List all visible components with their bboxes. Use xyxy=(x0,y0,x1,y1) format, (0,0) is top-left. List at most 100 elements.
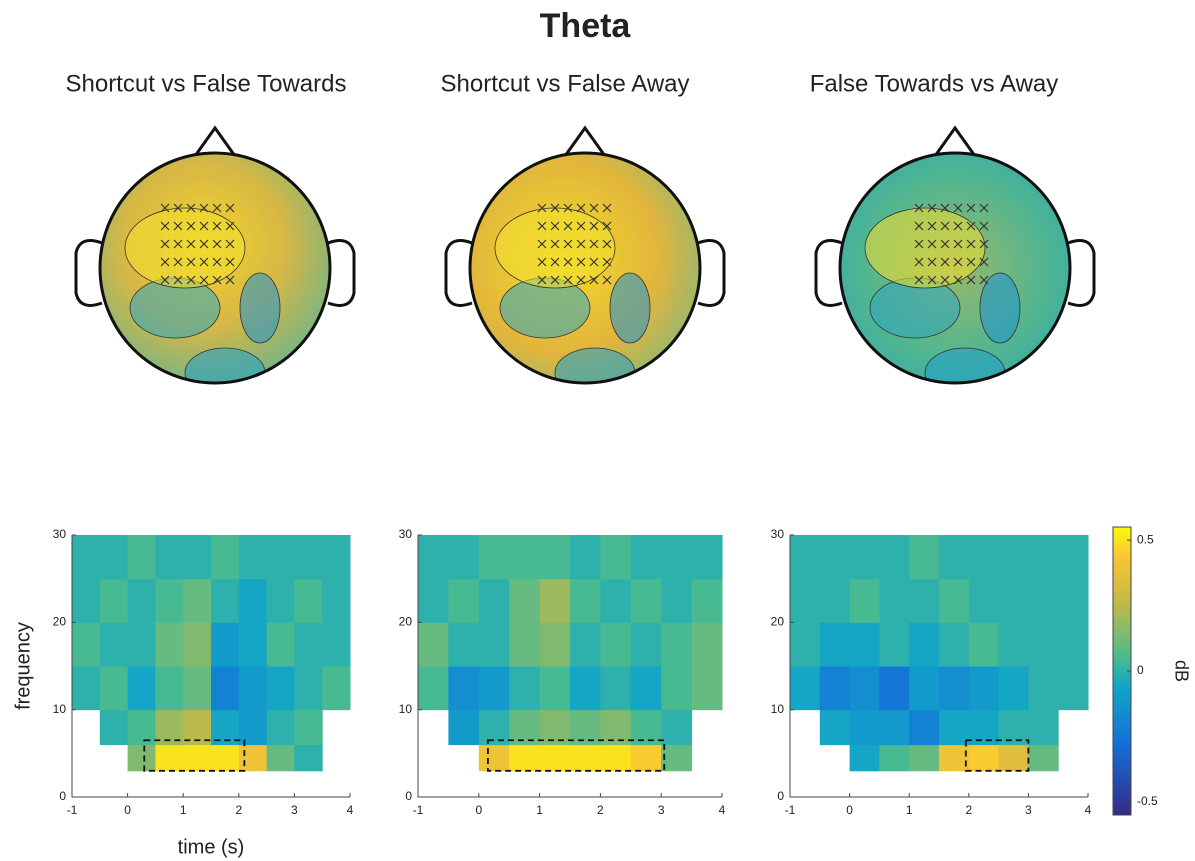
channel-marker xyxy=(199,221,209,231)
heatmap-cell xyxy=(72,578,101,623)
heatmap-cell xyxy=(539,535,571,580)
colorbar-tick-label: 0.5 xyxy=(1137,532,1154,546)
heatmap-cell xyxy=(661,744,693,772)
channel-marker xyxy=(576,203,586,213)
heatmap-cell xyxy=(72,535,101,580)
colorbar-swatch xyxy=(1113,611,1131,616)
colorbar-swatch xyxy=(1113,595,1131,600)
channel-marker xyxy=(563,203,573,213)
heatmap-cell xyxy=(211,744,240,772)
heatmap-cell xyxy=(448,709,480,746)
contour xyxy=(239,272,281,344)
heatmap-cell xyxy=(909,744,940,772)
heatmap-cell xyxy=(998,709,1029,746)
y-tick-label: 10 xyxy=(771,702,785,716)
x-tick-label: 1 xyxy=(906,803,913,817)
heatmap-cell xyxy=(211,622,240,667)
channel-marker xyxy=(940,203,950,213)
heatmap-cell xyxy=(849,709,880,746)
colorbar-swatch xyxy=(1113,631,1131,636)
colorbar-swatch xyxy=(1113,771,1131,776)
colorbar-swatch xyxy=(1113,811,1131,816)
contours xyxy=(864,203,1021,383)
channel-marker xyxy=(537,257,547,267)
x-tick-label: 4 xyxy=(719,803,726,817)
colorbar-swatch xyxy=(1113,695,1131,700)
channel-marker xyxy=(602,221,612,231)
channel-marker xyxy=(914,221,924,231)
heatmap-cell xyxy=(630,744,662,772)
channel-marker xyxy=(927,203,937,213)
colorbar-tick-label: -0.5 xyxy=(1137,794,1158,808)
heatmap-cell xyxy=(790,578,821,623)
heatmap-cell xyxy=(539,666,571,711)
ear xyxy=(1067,239,1096,307)
heatmap-cell xyxy=(238,709,268,746)
heatmap-cell xyxy=(539,578,571,623)
x-tick-label: 0 xyxy=(124,803,131,817)
nose xyxy=(563,125,607,157)
channel-marker xyxy=(173,275,183,285)
channel-marker xyxy=(589,221,599,231)
channel-marker xyxy=(979,275,989,285)
channel-marker xyxy=(225,275,235,285)
heatmap-cell xyxy=(819,622,851,667)
colorbar-swatch xyxy=(1113,783,1131,788)
channel-marker xyxy=(199,203,209,213)
figure-title: Theta xyxy=(540,7,632,45)
heatmap-cell xyxy=(1028,666,1059,711)
heatmap-cell xyxy=(879,744,910,772)
contour xyxy=(864,207,986,289)
heatmap-cell xyxy=(448,535,480,580)
colorbar-swatch xyxy=(1113,559,1131,564)
head-outline xyxy=(98,151,332,385)
ear xyxy=(444,239,473,307)
heatmap-cell xyxy=(99,535,129,580)
heatmap-cell xyxy=(600,578,632,623)
y-tick-label: 30 xyxy=(53,527,67,541)
heatmap-cell xyxy=(478,622,510,667)
heatmap-cell xyxy=(1058,535,1089,580)
colorbar-swatch xyxy=(1113,791,1131,796)
heatmap-cell xyxy=(478,666,510,711)
channel-marker xyxy=(537,221,547,231)
ear xyxy=(327,239,356,307)
channel-marker xyxy=(589,275,599,285)
channel-marker xyxy=(602,257,612,267)
channel-marker xyxy=(173,257,183,267)
channel-marker xyxy=(550,203,560,213)
colorbar-swatch xyxy=(1113,707,1131,712)
heatmap-cell xyxy=(266,622,295,667)
channel-marker xyxy=(186,257,196,267)
heatmap-cell xyxy=(99,666,129,711)
heatmap-cell xyxy=(322,666,351,711)
heatmap-cell xyxy=(1028,622,1059,667)
heatmap-cell xyxy=(909,535,940,580)
colorbar-swatch xyxy=(1113,619,1131,624)
ear xyxy=(814,239,843,307)
x-axis-label: time (s) xyxy=(178,836,245,858)
heatmap-cell xyxy=(570,535,601,580)
channel-marker xyxy=(940,239,950,249)
y-tick-label: 0 xyxy=(405,789,412,803)
channel-marker xyxy=(225,257,235,267)
heatmap-cell xyxy=(99,709,129,746)
channel-marker xyxy=(953,257,963,267)
heatmap-cell xyxy=(478,744,510,772)
contour xyxy=(494,207,616,289)
heatmap-cell xyxy=(266,578,295,623)
x-tick-label: 1 xyxy=(536,803,543,817)
heatmap-cell xyxy=(570,744,601,772)
panel-title: Shortcut vs False Towards xyxy=(65,70,346,97)
colorbar-swatch xyxy=(1113,579,1131,584)
x-tick-label: 0 xyxy=(846,803,853,817)
heatmap-cell xyxy=(238,744,268,772)
heatmap-cell xyxy=(939,535,970,580)
channel-marker xyxy=(537,203,547,213)
heatmap-cell xyxy=(909,709,940,746)
channel-marker xyxy=(550,239,560,249)
colorbar-swatch xyxy=(1113,647,1131,652)
colorbar-swatch xyxy=(1113,583,1131,588)
heatmap-cell xyxy=(570,622,601,667)
x-tick-label: 3 xyxy=(291,803,298,817)
